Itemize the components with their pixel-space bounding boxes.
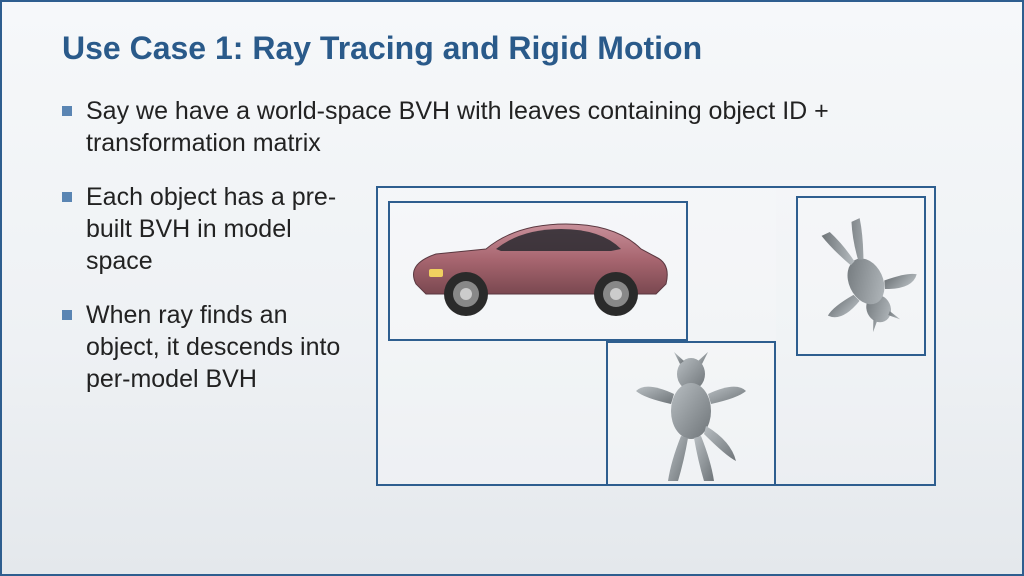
bullet-3-text: When ray finds an object, it descends in… [86, 299, 352, 395]
content-row: Each object has a pre-built BVH in model… [62, 181, 962, 491]
left-column: Each object has a pre-built BVH in model… [62, 181, 352, 491]
creature-icon [626, 346, 756, 486]
bullet-2-text: Each object has a pre-built BVH in model… [86, 181, 352, 277]
slide-title: Use Case 1: Ray Tracing and Rigid Motion [62, 30, 962, 67]
bullet-1: Say we have a world-space BVH with leave… [62, 95, 962, 159]
bullet-2: Each object has a pre-built BVH in model… [62, 181, 352, 277]
bvh-diagram [376, 181, 962, 491]
flying-creature-icon [806, 203, 921, 348]
car-icon [396, 209, 676, 329]
slide: Use Case 1: Ray Tracing and Rigid Motion… [2, 2, 1022, 511]
bullet-marker-icon [62, 106, 72, 116]
bullet-3: When ray finds an object, it descends in… [62, 299, 352, 395]
bullet-1-text: Say we have a world-space BVH with leave… [86, 95, 962, 159]
bullet-marker-icon [62, 310, 72, 320]
bullet-marker-icon [62, 192, 72, 202]
vertical-divider [686, 201, 688, 341]
